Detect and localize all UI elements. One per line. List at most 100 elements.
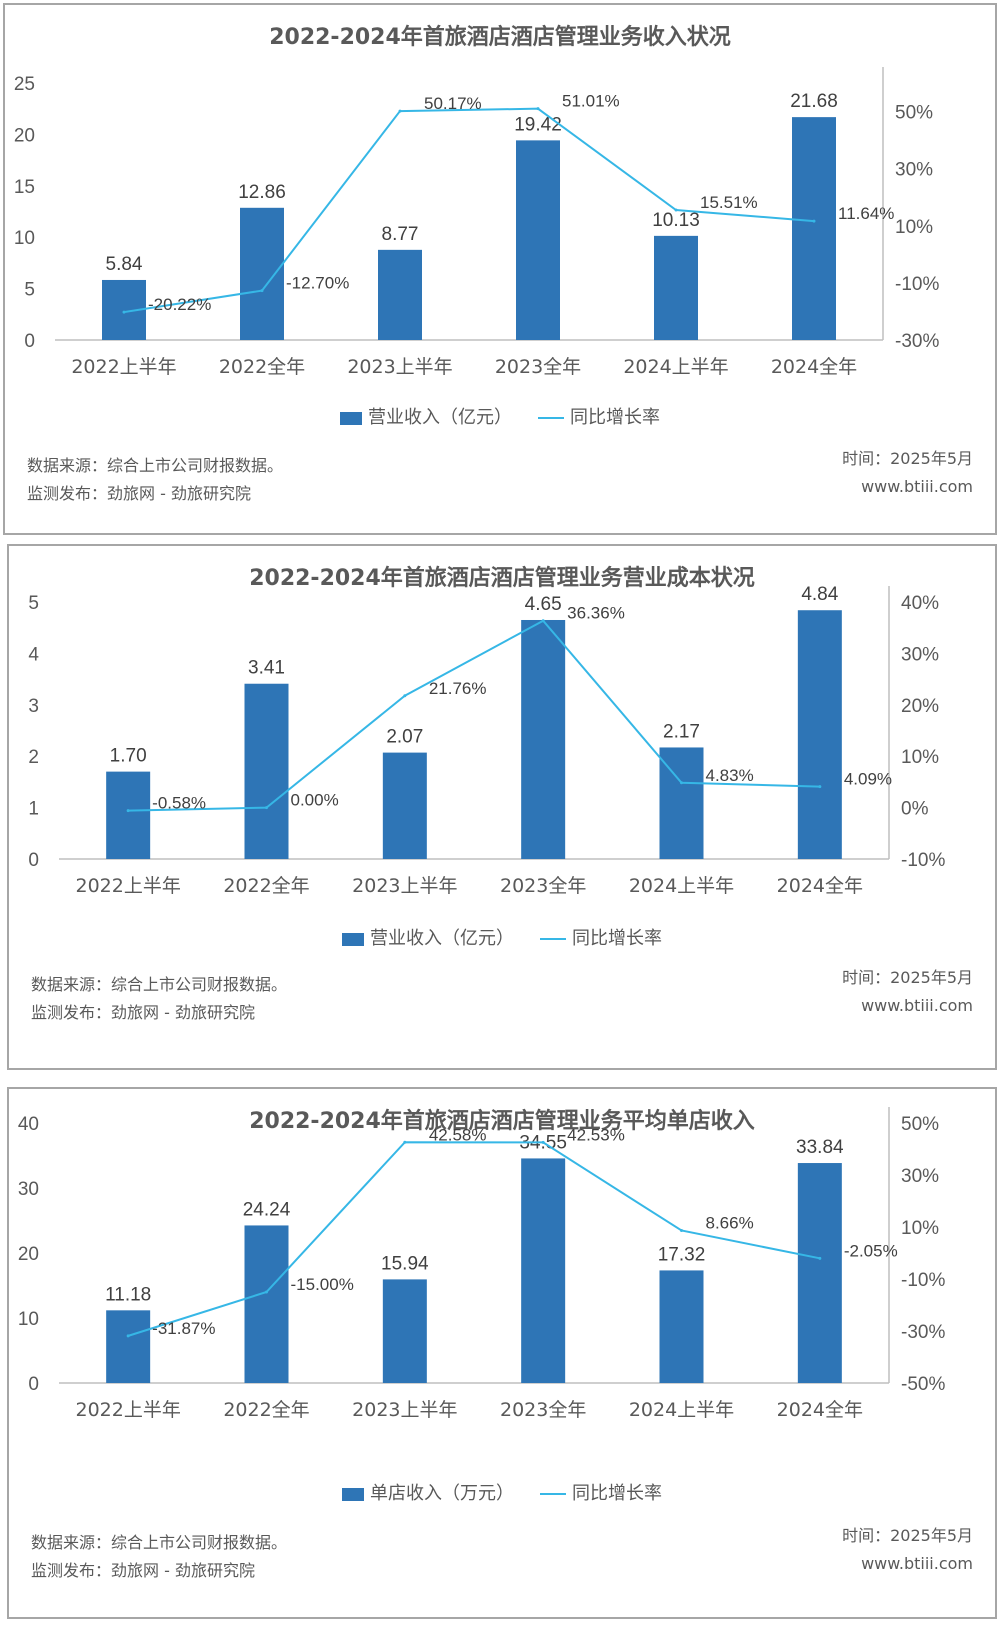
growth-rate-line [123,107,815,314]
bar-value-label: 4.84 [801,584,838,605]
growth-rate-label: 51.01% [562,92,620,111]
bar [382,1279,427,1383]
chart-footer-meta: 时间：2025年5月 www.btiii.com [842,445,973,501]
growth-rate-label: -2.05% [844,1241,898,1260]
left-y-tick-label: 0 [28,850,39,871]
chart-panel-revenue: 2022-2024年首旅酒店酒店管理业务收入状况 0 5 10 15 20 25 -30% -… [3,3,997,535]
legend-bar-swatch [342,932,364,946]
legend-line-swatch [538,417,564,419]
site-text: www.btiii.com [861,477,973,496]
growth-rate-point [260,289,264,293]
growth-rate-label: 21.76% [429,679,487,698]
growth-rate-label: -20.22% [148,295,211,314]
growth-rate-label: -31.87% [152,1319,215,1338]
x-tick-label: 2024全年 [771,356,857,378]
right-y-tick-label: 30% [901,1166,939,1187]
time-text: 时间：2025年5月 [842,449,973,468]
bar-value-label: 15.94 [381,1253,429,1274]
growth-rate-point [812,219,816,223]
chart-footer-source: 数据来源：综合上市公司财报数据。 监测发布：劲旅网 - 劲旅研究院 [31,971,287,1027]
legend-line-swatch [540,1493,566,1495]
right-y-tick-label: 50% [901,1114,939,1135]
bar [521,1158,566,1383]
growth-rate-label: 15.51% [700,193,758,212]
chart-footer-meta: 时间：2025年5月 www.btiii.com [842,964,973,1020]
right-y-tick-label: -10% [895,274,939,295]
right-y-tick-label: 0% [901,799,929,820]
chart-footer-source: 数据来源：综合上市公司财报数据。 监测发布：劲旅网 - 劲旅研究院 [27,452,283,508]
x-tick-label: 2024全年 [777,875,863,897]
legend-bar-swatch [342,1487,364,1501]
bar [797,610,842,859]
publisher-text: 监测发布：劲旅网 - 劲旅研究院 [31,1561,255,1580]
growth-rate-point [265,806,268,810]
growth-rate-point [536,107,540,111]
legend-bar-label: 营业收入（亿元） [368,407,512,428]
right-y-tick-label: 50% [895,103,933,124]
x-tick-label: 2022上半年 [71,356,176,378]
growth-rate-label: 0.00% [291,791,339,810]
x-tick-label: 2023全年 [500,1399,586,1421]
left-y-tick-label: 4 [28,644,39,665]
right-y-tick-label: -10% [901,1270,945,1291]
growth-rate-point [818,1256,822,1260]
source-text: 数据来源：综合上市公司财报数据。 [27,456,284,475]
right-y-tick-label: 10% [901,747,939,768]
chart-panel-per-store: 2022-2024年首旅酒店酒店管理业务平均单店收入 0 10 20 30 40 -50%… [7,1087,997,1619]
bar [106,1310,151,1383]
right-y-tick-label: -10% [901,850,945,871]
left-y-tick-label: 1 [28,799,39,820]
time-text: 时间：2025年5月 [842,1526,973,1545]
chart-legend: 单店收入（万元） 同比增长率 [9,1479,995,1505]
growth-rate-point [674,208,678,212]
growth-rate-label: 8.66% [706,1213,754,1232]
bar-value-label: 3.41 [248,658,285,679]
legend-bar-label: 单店收入（万元） [370,1483,514,1504]
source-text: 数据来源：综合上市公司财报数据。 [31,975,288,994]
left-y-tick-label: 10 [14,228,35,249]
time-text: 时间：2025年5月 [842,968,973,987]
left-y-tick-label: 20 [18,1244,39,1265]
growth-rate-point [265,1290,268,1294]
right-y-tick-label: 30% [895,160,933,181]
bar-value-label: 2.17 [663,721,700,742]
bar [244,1225,289,1383]
x-tick-label: 2024上半年 [629,875,734,897]
chart-title: 2022-2024年首旅酒店酒店管理业务收入状况 [269,25,731,50]
source-text: 数据来源：综合上市公司财报数据。 [31,1533,288,1552]
legend-bar-label: 营业收入（亿元） [370,928,514,949]
growth-rate-label: 36.36% [567,604,625,623]
right-y-tick-label: 20% [901,696,939,717]
left-y-tick-label: 25 [14,74,35,95]
bar-value-label: 21.68 [790,91,838,112]
site-text: www.btiii.com [861,996,973,1015]
left-y-tick-label: 5 [24,280,35,301]
left-y-tick-label: 40 [18,1114,39,1135]
left-y-tick-label: 2 [28,747,39,768]
bar-value-label: 10.13 [652,210,700,231]
left-y-tick-label: 30 [18,1179,39,1200]
bar-value-label: 19.42 [514,114,562,135]
bar-value-label: 4.65 [525,594,562,615]
x-tick-label: 2022上半年 [75,875,180,897]
right-y-tick-label: -30% [901,1322,945,1343]
growth-rate-point [541,1140,545,1144]
bar-value-label: 12.86 [238,182,286,203]
x-tick-label: 2023上半年 [352,875,457,897]
bar [659,1270,704,1383]
growth-rate-point [541,619,545,623]
right-y-tick-label: 40% [901,593,939,614]
left-y-tick-label: 15 [14,177,35,198]
growth-rate-label: 42.58% [429,1125,487,1144]
x-tick-label: 2023全年 [495,356,581,378]
chart-title: 2022-2024年首旅酒店酒店管理业务营业成本状况 [249,566,755,591]
legend-line-label: 同比增长率 [570,407,660,428]
legend-line-swatch [540,938,566,940]
bar-value-label: 5.84 [106,254,143,275]
legend-line-label: 同比增长率 [572,1483,662,1504]
bar-value-label: 17.32 [658,1244,706,1265]
growth-rate-point [818,785,822,789]
bar [792,117,836,340]
growth-rate-label: 11.64% [838,204,894,223]
bar [244,683,289,859]
